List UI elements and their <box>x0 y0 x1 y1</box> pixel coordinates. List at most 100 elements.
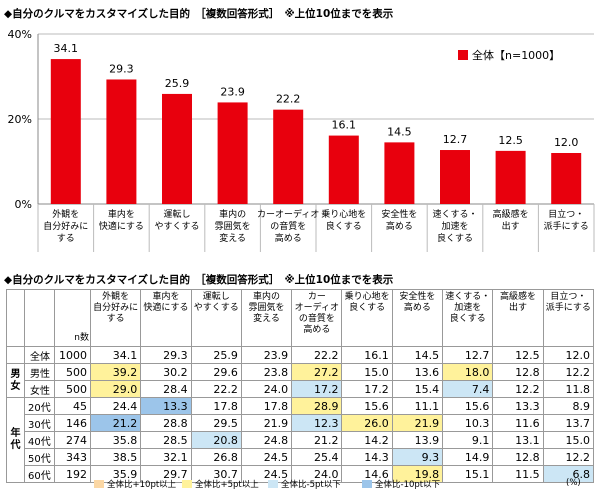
legend-swatch <box>94 480 104 488</box>
legend-label: 全体【n=1000】 <box>472 48 560 62</box>
legend-item: 全体比-10pt以下 <box>362 478 440 490</box>
data-label: 14.5 <box>387 125 412 138</box>
column-header: 安全性を 高める <box>391 289 444 347</box>
x-tick-label: 安全性を高める <box>381 208 417 232</box>
value-cell: 39.2 <box>89 363 142 381</box>
row-label: 20代 <box>24 397 55 415</box>
value-cell: 13.6 <box>391 363 444 381</box>
value-cell: 11.8 <box>542 380 595 398</box>
n-cell: 500 <box>54 380 91 398</box>
legend-swatch <box>458 50 468 60</box>
value-cell: 26.8 <box>190 448 242 466</box>
x-tick-label: 外観を自分好みにする <box>43 208 88 244</box>
value-cell: 18.0 <box>442 363 494 381</box>
value-cell: 8.9 <box>542 397 595 415</box>
n-cell: 45 <box>54 397 91 415</box>
value-cell: 11.6 <box>492 414 544 432</box>
data-label: 16.1 <box>332 119 357 132</box>
value-cell: 12.5 <box>492 346 544 364</box>
data-table: n数 外観を 自分好みに する 車内を 快適にする 運転し やすくする 車内の 雰囲気を 変えるカ… <box>6 289 595 483</box>
data-label: 25.9 <box>165 77 190 90</box>
value-cell: 14.3 <box>341 448 393 466</box>
bar <box>495 150 526 204</box>
value-cell: 12.8 <box>492 363 544 381</box>
value-cell: 28.5 <box>140 431 192 449</box>
bar <box>384 142 415 204</box>
table-row: 60代 192 35.9 29.7 30.7 24.5 24.0 14.6 19.8 15.1 11… <box>7 465 595 483</box>
data-label: 12.7 <box>443 133 468 146</box>
data-label: 34.1 <box>54 42 79 55</box>
value-cell: 13.3 <box>140 397 192 415</box>
x-tick-label: 車内を快適にする <box>99 208 144 232</box>
bar <box>106 79 137 204</box>
value-cell: 24.5 <box>240 448 293 466</box>
column-header: 車内の 雰囲気を 変える <box>240 289 293 347</box>
x-tick-label: 乗り心地を良くする <box>321 208 366 232</box>
value-cell: 12.2 <box>542 448 595 466</box>
value-cell: 26.0 <box>341 414 393 432</box>
value-cell: 38.5 <box>89 448 142 466</box>
value-cell: 11.5 <box>492 465 544 483</box>
column-header: 目立つ・ 派手にする <box>542 289 595 347</box>
value-cell: 34.1 <box>89 346 142 364</box>
value-cell: 20.8 <box>190 431 242 449</box>
value-cell: 17.8 <box>190 397 242 415</box>
bar <box>217 102 248 204</box>
table-row: 年代 20代 45 24.4 13.3 17.8 17.8 28.9 15.6 11.1 15.6 1… <box>6 397 595 483</box>
x-tick-label: 目立つ・派手にする <box>544 208 589 232</box>
legend-item: 全体比+10pt以上 <box>94 478 176 490</box>
group-label: 男女 <box>6 363 25 398</box>
n-header-label: n数 <box>74 333 89 343</box>
value-cell: 21.9 <box>240 414 293 432</box>
x-tick-label: 車内の雰囲気を変える <box>215 208 251 244</box>
group-label: 年代 <box>6 397 25 483</box>
data-label: 22.2 <box>276 93 301 106</box>
value-cell: 13.1 <box>492 431 544 449</box>
value-cell: 29.5 <box>190 414 242 432</box>
column-header: 乗り心地を 良くする <box>341 289 393 347</box>
y-tick-label: 0% <box>15 198 32 211</box>
value-cell: 7.4 <box>442 380 494 398</box>
data-label: 29.3 <box>109 62 134 75</box>
table-corner <box>24 289 55 347</box>
column-header: カー オーディオ の音質を 高める <box>291 289 343 347</box>
row-label: 男性 <box>24 363 55 381</box>
value-cell: 27.2 <box>291 363 343 381</box>
value-cell: 14.2 <box>341 431 393 449</box>
row-label: 全体 <box>24 346 55 364</box>
table-row: 50代 343 38.5 32.1 26.8 24.5 25.4 14.3 9.3 14.9 12.… <box>7 448 595 466</box>
legend-item: 全体比-5pt以下 <box>268 478 341 490</box>
table-title: ◆自分のクルマをカスタマイズした目的 ［複数回答形式］ ※上位10位までを表示 <box>4 274 394 286</box>
value-cell: 13.7 <box>542 414 595 432</box>
value-cell: 16.1 <box>341 346 393 364</box>
value-cell: 12.7 <box>442 346 494 364</box>
value-cell: 22.2 <box>291 346 343 364</box>
legend-label: 全体比-5pt以下 <box>281 480 341 490</box>
chart-title: ◆自分のクルマをカスタマイズした目的 ［複数回答形式］ ※上位10位までを表示 <box>4 8 394 20</box>
value-cell: 17.2 <box>291 380 343 398</box>
x-tick-label: 高級感を出す <box>493 208 529 232</box>
table-row: 女性 500 29.0 28.4 22.2 24.0 17.2 17.2 15.4 7.4 12.2… <box>7 380 595 398</box>
bar-chart: 0% 20% 40% 34.1 外観を自分好みにする 29.3 車内を快適にする 25.9 運転… <box>8 28 595 252</box>
bar <box>162 93 192 204</box>
value-cell: 29.6 <box>190 363 242 381</box>
value-cell: 21.9 <box>391 414 444 432</box>
group-label <box>6 346 25 364</box>
value-cell: 35.9 <box>89 465 142 483</box>
value-cell: 28.4 <box>140 380 192 398</box>
row-label: 30代 <box>24 414 55 432</box>
value-cell: 12.0 <box>542 346 595 364</box>
bar <box>440 150 470 204</box>
value-cell: 29.3 <box>140 346 192 364</box>
value-cell: 15.0 <box>341 363 393 381</box>
value-cell: 17.2 <box>341 380 393 398</box>
data-label: 23.9 <box>220 85 245 98</box>
x-tick-label: 速くする・加速を良くする <box>432 209 477 244</box>
table-row: 30代 146 21.2 28.8 29.5 21.9 12.3 26.0 21.9 10.3 11… <box>7 414 595 432</box>
percent-unit: (%) <box>566 478 581 488</box>
value-cell: 30.7 <box>190 465 242 483</box>
value-cell: 29.7 <box>140 465 192 483</box>
value-cell: 23.9 <box>240 346 293 364</box>
value-cell: 14.9 <box>442 448 494 466</box>
y-tick-label: 20% <box>8 113 32 126</box>
